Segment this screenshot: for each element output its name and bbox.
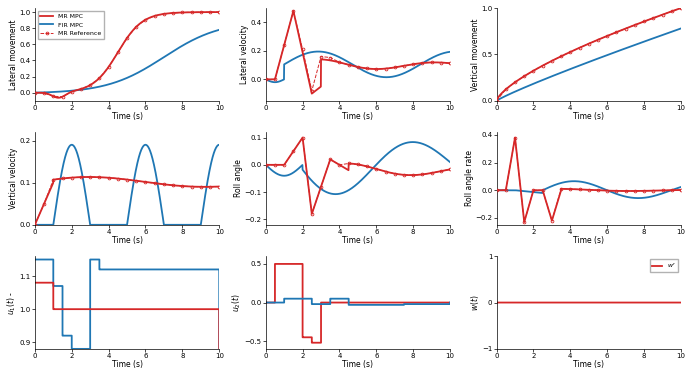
X-axis label: Time (s): Time (s) xyxy=(343,360,373,369)
Legend: MR MPC, FIR MPC, MR Reference: MR MPC, FIR MPC, MR Reference xyxy=(38,11,104,39)
Y-axis label: Lateral velocity: Lateral velocity xyxy=(240,25,249,84)
Y-axis label: Vertical movement: Vertical movement xyxy=(471,18,480,91)
X-axis label: Time (s): Time (s) xyxy=(343,236,373,245)
Y-axis label: Vertical velocity: Vertical velocity xyxy=(9,148,18,209)
X-axis label: Time (s): Time (s) xyxy=(574,360,604,369)
Legend: $w^r$: $w^r$ xyxy=(650,260,678,272)
Y-axis label: $u_2(t)$: $u_2(t)$ xyxy=(231,293,243,312)
X-axis label: Time (s): Time (s) xyxy=(111,360,142,369)
X-axis label: Time (s): Time (s) xyxy=(111,112,142,121)
X-axis label: Time (s): Time (s) xyxy=(343,112,373,121)
Y-axis label: Roll angle rate: Roll angle rate xyxy=(465,150,474,207)
Y-axis label: $w(t)$: $w(t)$ xyxy=(468,294,481,311)
Y-axis label: Lateral movement: Lateral movement xyxy=(9,19,18,90)
X-axis label: Time (s): Time (s) xyxy=(111,236,142,245)
Y-axis label: $u_1(t)$ -: $u_1(t)$ - xyxy=(6,291,18,315)
Y-axis label: Roll angle: Roll angle xyxy=(234,159,243,197)
X-axis label: Time (s): Time (s) xyxy=(574,112,604,121)
X-axis label: Time (s): Time (s) xyxy=(574,236,604,245)
